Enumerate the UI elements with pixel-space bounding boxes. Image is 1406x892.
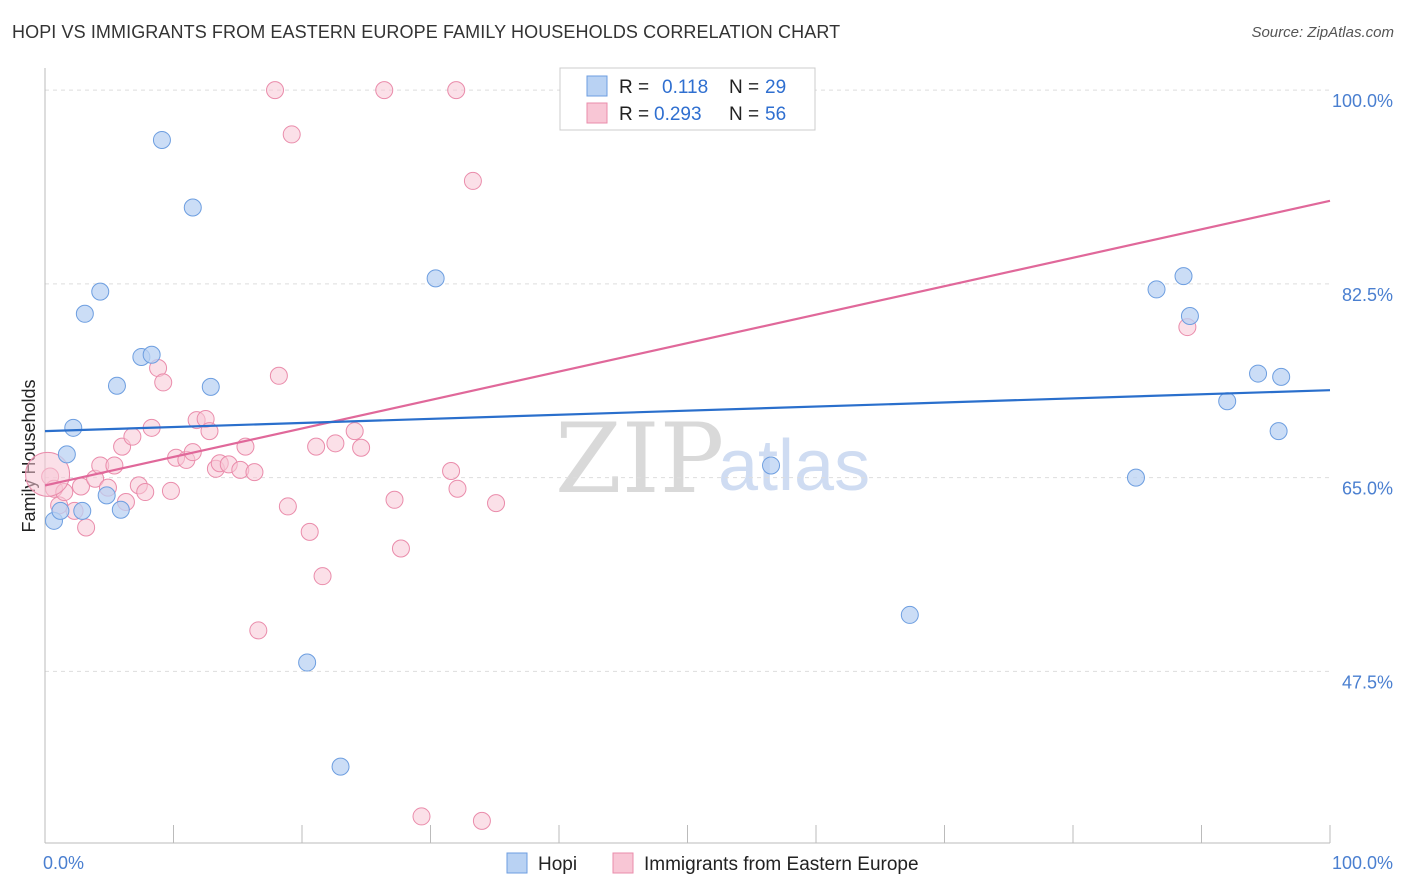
- hopi-point-5: [75, 304, 94, 323]
- chart-title: HOPI VS IMMIGRANTS FROM EASTERN EUROPE F…: [12, 22, 841, 42]
- hopi-point-17: [426, 269, 445, 288]
- imm-point-55: [25, 451, 71, 497]
- legend-hopi-r-label: R =: [619, 77, 649, 98]
- imm-point-15: [136, 483, 155, 502]
- watermark-zip: ZIP: [555, 403, 724, 515]
- legend-hopi-n-label: N =: [729, 77, 759, 98]
- imm-point-43: [391, 539, 410, 558]
- correlation-legend: R = 0.118 N = 29 R = 0.293 N = 56: [559, 67, 816, 131]
- imm-point-45: [442, 462, 461, 480]
- hopi-point-2: [57, 445, 76, 464]
- imm-point-6: [77, 518, 96, 537]
- legend-imm-n-value: 56: [765, 104, 786, 125]
- y-tick-label-1: 82.5%: [1342, 285, 1393, 305]
- imm-point-53: [447, 81, 466, 100]
- hopi-point-19: [900, 605, 919, 624]
- imm-point-33: [269, 366, 288, 385]
- trend-line-imm: [44, 199, 1331, 487]
- legend-imm-n-label: N =: [729, 104, 759, 125]
- hopi-point-7: [97, 486, 116, 505]
- imm-point-34: [278, 497, 297, 516]
- imm-point-52: [375, 81, 394, 100]
- hopi-point-9: [111, 500, 130, 519]
- legend-hopi-r-value: 0.118: [662, 77, 708, 98]
- y-tick-label-0: 100.0%: [1332, 91, 1393, 111]
- hopi-point-6: [91, 282, 110, 301]
- imm-point-38: [313, 567, 332, 586]
- x-tick-label-left: 0.0%: [43, 853, 84, 873]
- hopi-point-27: [1272, 367, 1291, 386]
- y-tick-labels: 100.0% 82.5% 65.0% 47.5%: [1332, 91, 1393, 692]
- imm-point-18: [154, 373, 173, 392]
- y-tick-label-3: 47.5%: [1342, 672, 1393, 692]
- hopi-point-11: [142, 345, 161, 364]
- imm-point-47: [463, 171, 482, 190]
- bottom-legend-hopi-label: Hopi: [538, 854, 577, 875]
- hopi-point-26: [1269, 422, 1288, 441]
- trend-line-hopi: [44, 389, 1331, 433]
- imm-point-48: [472, 811, 491, 830]
- bottom-legend-imm-label: Immigrants from Eastern Europe: [644, 854, 919, 875]
- imm-point-44: [412, 807, 431, 826]
- legend-imm-r-value: 0.293: [654, 104, 702, 125]
- imm-point-19: [161, 481, 180, 500]
- imm-point-51: [266, 81, 285, 100]
- legend-hopi-swatch: [586, 75, 608, 97]
- hopi-point-20: [1126, 468, 1145, 487]
- y-axis-title: Family Households: [19, 379, 39, 532]
- hopi-point-18: [762, 456, 781, 475]
- legend-imm-swatch: [586, 102, 608, 124]
- bottom-legend-imm-swatch: [612, 852, 634, 874]
- imm-point-46: [448, 479, 467, 498]
- imm-point-13: [123, 427, 142, 446]
- hopi-point-24: [1218, 392, 1237, 411]
- imm-point-35: [282, 125, 301, 144]
- imm-point-31: [245, 463, 264, 482]
- source-credit: Source: ZipAtlas.com: [1251, 24, 1394, 41]
- y-tick-label-2: 65.0%: [1342, 479, 1393, 499]
- bottom-legend-hopi-swatch: [506, 852, 528, 874]
- legend-imm-r-label: R =: [619, 104, 649, 125]
- hopi-point-22: [1174, 267, 1193, 286]
- imm-point-37: [307, 437, 326, 456]
- series-legend: Hopi Immigrants from Eastern Europe: [506, 852, 919, 875]
- imm-point-36: [300, 522, 319, 541]
- x-tick-label-right: 100.0%: [1332, 853, 1393, 873]
- hopi-point-8: [107, 376, 126, 395]
- hopi-point-1: [51, 501, 70, 520]
- imm-point-40: [345, 422, 364, 441]
- series-hopi-points: [44, 130, 1291, 776]
- hopi-point-16: [331, 757, 350, 776]
- imm-point-49: [487, 494, 506, 513]
- gridlines: [45, 89, 1330, 672]
- trend-lines: [44, 199, 1331, 487]
- hopi-point-15: [298, 653, 317, 672]
- watermark-atlas: atlas: [718, 426, 870, 506]
- hopi-point-14: [201, 377, 220, 396]
- hopi-point-3: [64, 418, 83, 437]
- legend-hopi-n-value: 29: [765, 77, 786, 98]
- hopi-point-12: [152, 130, 171, 149]
- hopi-point-4: [73, 501, 92, 520]
- imm-point-32: [249, 621, 268, 640]
- hopi-point-23: [1180, 307, 1199, 325]
- hopi-point-21: [1147, 280, 1166, 299]
- x-ticks: [44, 825, 1331, 843]
- hopi-point-13: [183, 198, 202, 217]
- imm-point-42: [385, 490, 404, 509]
- hopi-point-25: [1249, 364, 1268, 383]
- imm-point-39: [326, 434, 345, 453]
- imm-point-41: [352, 438, 371, 457]
